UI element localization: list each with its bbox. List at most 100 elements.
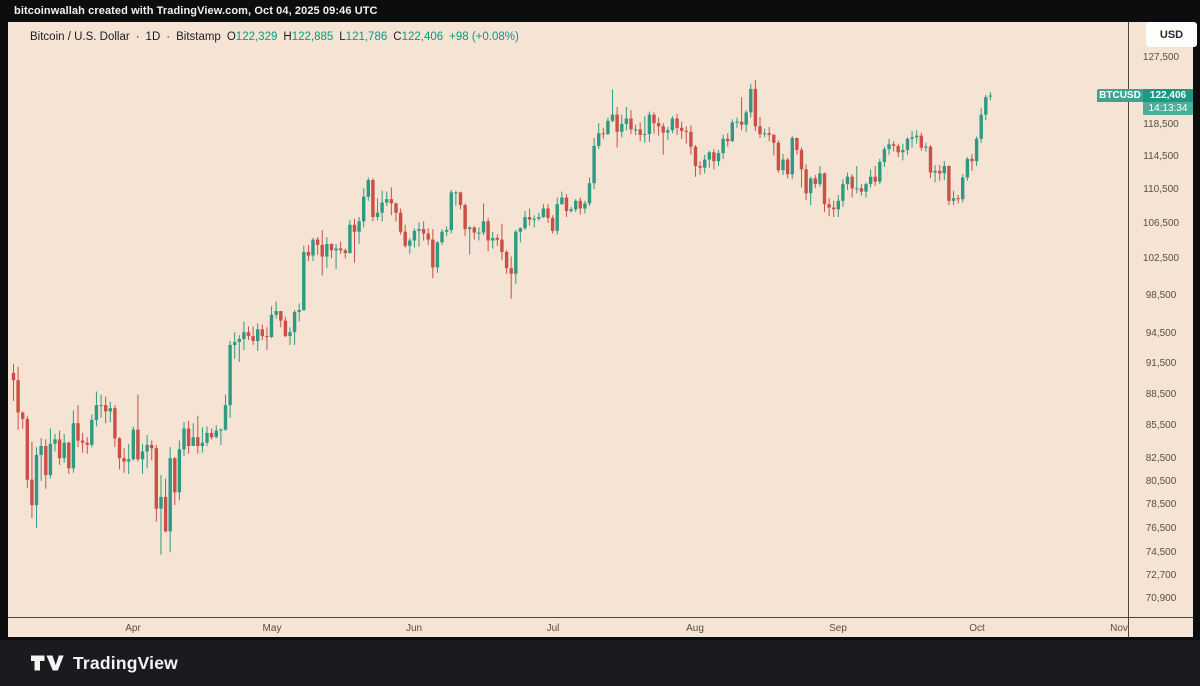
candle-body <box>915 135 919 138</box>
candle-body <box>988 95 993 97</box>
candle-body <box>242 332 246 339</box>
candle-body <box>514 231 518 274</box>
price-tick-label: 91,500 <box>1145 358 1177 369</box>
symbol-title: Bitcoin / U.S. Dollar <box>30 31 130 43</box>
candle-body <box>762 133 767 135</box>
candle-body <box>435 242 440 268</box>
candle-body <box>380 202 384 213</box>
price-tick-label: 102,500 <box>1142 253 1180 264</box>
close-value: C122,406 <box>393 31 444 43</box>
price-tick-label: 114,500 <box>1143 151 1179 162</box>
candle-body <box>131 429 135 460</box>
candle-body <box>449 192 453 230</box>
candle-body <box>21 412 25 419</box>
tradingview-logo-icon[interactable] <box>30 652 64 674</box>
candle-body <box>703 159 707 168</box>
candle-body <box>196 437 200 446</box>
price-axis-separator <box>1128 22 1129 637</box>
candle-body <box>518 228 523 232</box>
candle-body <box>256 329 260 341</box>
candle-body <box>375 212 380 217</box>
candle-body <box>795 138 799 150</box>
candle-body <box>882 149 887 162</box>
candle-body <box>698 166 702 168</box>
candle-body <box>693 146 698 166</box>
candle-body <box>597 133 601 146</box>
candle-body <box>818 173 822 185</box>
candlestick-chart[interactable] <box>8 22 1193 637</box>
candle-body <box>799 149 804 170</box>
candle-body <box>463 205 467 230</box>
candle-body <box>205 432 209 443</box>
candle-body <box>352 224 357 232</box>
candle-body <box>500 239 504 252</box>
candle-body <box>845 176 850 185</box>
candle-body <box>491 237 495 241</box>
candle-body <box>965 158 970 178</box>
candle-body <box>140 451 145 460</box>
candle-body <box>974 138 979 162</box>
price-tick-label: 72,700 <box>1145 570 1177 581</box>
candle-body <box>527 217 532 220</box>
candle-body <box>896 145 900 153</box>
candle-body <box>214 430 218 438</box>
candle-body <box>191 437 195 446</box>
separator-dot: · <box>166 31 171 43</box>
candle-body <box>343 250 347 253</box>
candle-body <box>684 130 688 132</box>
candle-body <box>334 248 338 251</box>
time-tick-label: Jun <box>405 623 423 634</box>
candle-body <box>970 158 974 162</box>
candle-body <box>228 344 232 406</box>
candle-body <box>661 126 665 133</box>
candle-body <box>832 207 836 210</box>
candle-body <box>610 114 615 121</box>
candle-body <box>790 138 794 175</box>
candle-body <box>173 458 177 493</box>
candle-body <box>647 114 652 135</box>
candle-body <box>726 138 730 142</box>
candle-body <box>730 122 734 142</box>
candle-body <box>62 442 66 459</box>
candle-body <box>744 112 748 125</box>
candle-body <box>905 138 910 150</box>
currency-toggle-button[interactable]: USD <box>1146 22 1197 47</box>
candle-body <box>39 446 43 455</box>
candle-body <box>168 458 172 532</box>
candle-body <box>721 138 725 154</box>
candle-body <box>873 176 877 182</box>
candle-body <box>887 144 891 150</box>
candle-body <box>44 446 48 476</box>
candle-body <box>127 459 131 462</box>
candle-body <box>279 311 283 321</box>
time-tick-label: Jul <box>546 623 560 634</box>
candle-body <box>753 88 758 127</box>
candle-body <box>809 178 813 194</box>
candle-body <box>269 314 274 337</box>
candle-body <box>910 137 914 139</box>
candle-body <box>362 196 366 222</box>
candle-body <box>398 212 403 232</box>
tradingview-brand[interactable]: TradingView <box>73 652 178 673</box>
high-value: H122,885 <box>283 31 334 43</box>
candle-body <box>836 200 840 210</box>
candle-body <box>260 329 264 337</box>
candle-body <box>707 152 711 160</box>
candle-body <box>292 311 297 333</box>
time-tick-label: Nov <box>1110 623 1128 634</box>
badge-countdown: 14:13:34 <box>1143 102 1193 115</box>
time-tick-label: Apr <box>125 623 141 634</box>
candle-body <box>302 252 306 310</box>
candle-body <box>666 130 670 133</box>
price-tick-label: 88,500 <box>1145 389 1177 400</box>
candle-body <box>385 199 389 203</box>
time-tick-label: Sep <box>829 623 847 634</box>
candle-body <box>80 440 85 443</box>
candle-body <box>956 198 960 200</box>
candle-body <box>403 231 407 246</box>
candle-body <box>200 442 205 446</box>
chart-panel: Bitcoin / U.S. Dollar · 1D · Bitstamp O1… <box>8 22 1193 637</box>
price-tick-label: 80,500 <box>1145 476 1177 487</box>
candle-body <box>891 144 896 146</box>
